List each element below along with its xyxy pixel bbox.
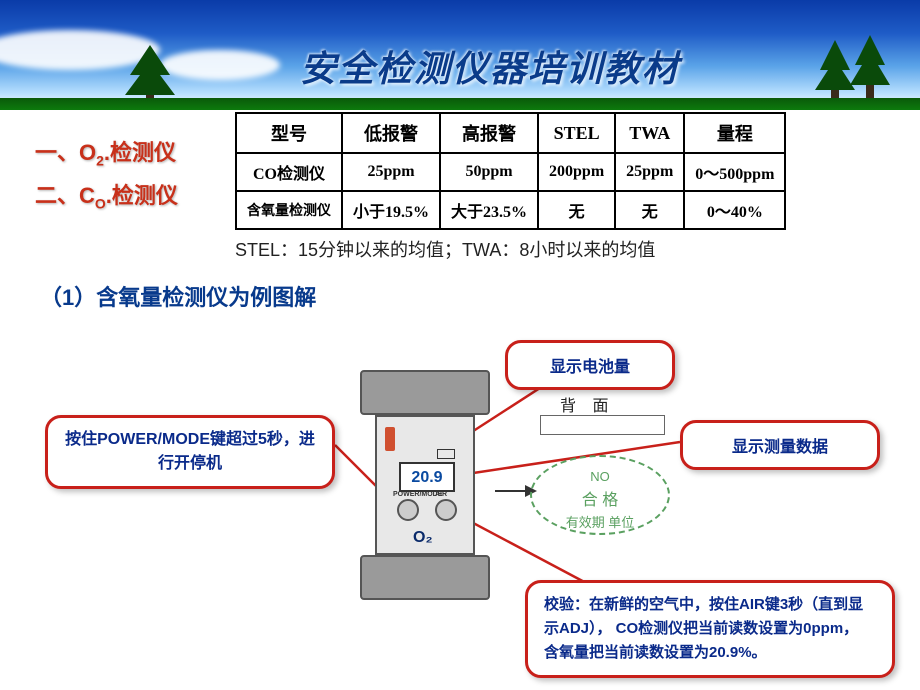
th-high: 高报警 xyxy=(440,113,538,153)
arrow-icon xyxy=(495,490,535,492)
nav-item-o2: 一、O2.检测仪 xyxy=(35,135,178,168)
callout-calibration: 校验：在新鲜的空气中，按住AIR键3秒（直到显示ADJ）， CO检测仪把当前读数… xyxy=(525,580,895,678)
grass-decoration xyxy=(0,98,920,110)
th-range: 量程 xyxy=(684,113,785,153)
nav-sub: 2 xyxy=(96,152,104,168)
table-row: CO检测仪 25ppm 50ppm 200ppm 25ppm 0～500ppm xyxy=(236,153,785,191)
device-illustration: 20.9 POWER/MODE AIR O₂ xyxy=(360,370,490,610)
td: 小于19.5% xyxy=(342,191,440,229)
table-header-row: 型号 低报警 高报警 STEL TWA 量程 xyxy=(236,113,785,153)
device-screen: 20.9 xyxy=(399,462,455,492)
nav-text: 一、O xyxy=(35,140,96,165)
td: 无 xyxy=(538,191,615,229)
table-caption: STEL：15分钟以来的均值；TWA：8小时以来的均值 xyxy=(235,236,786,262)
nav-text: .检测仪 xyxy=(104,140,176,165)
section-subhead: （1）含氧量检测仪为例图解 xyxy=(40,280,316,312)
td: 200ppm xyxy=(538,153,615,191)
td: 含氧量检测仪 xyxy=(236,191,342,229)
spec-table-wrap: 型号 低报警 高报警 STEL TWA 量程 CO检测仪 25ppm 50ppm… xyxy=(235,112,786,262)
td: 无 xyxy=(615,191,684,229)
nav-text: 二、C xyxy=(35,183,95,208)
td: 0～500ppm xyxy=(684,153,785,191)
nav-list: 一、O2.检测仪 二、CO.检测仪 xyxy=(35,135,178,222)
device-diagram: 显示电池量 按住POWER/MODE键超过5秒，进行开停机 显示测量数据 校验：… xyxy=(0,330,920,690)
nav-item-co: 二、CO.检测仪 xyxy=(35,178,178,211)
td: 大于23.5% xyxy=(440,191,538,229)
sticker-line: NO xyxy=(532,467,668,488)
sticker-oval: NO 合 格 有效期 单位 xyxy=(530,455,670,535)
sticker-line: 合 格 xyxy=(532,488,668,514)
nav-text: .检测仪 xyxy=(106,183,178,208)
table-row: 含氧量检测仪 小于19.5% 大于23.5% 无 无 0～40% xyxy=(236,191,785,229)
header-sky: 安全检测仪器培训教材 xyxy=(0,0,920,110)
device-body: 20.9 POWER/MODE AIR O₂ xyxy=(375,415,475,555)
td: 25ppm xyxy=(342,153,440,191)
callout-power: 按住POWER/MODE键超过5秒，进行开停机 xyxy=(45,415,335,489)
air-button xyxy=(435,499,457,521)
spec-table: 型号 低报警 高报警 STEL TWA 量程 CO检测仪 25ppm 50ppm… xyxy=(235,112,786,230)
page-title: 安全检测仪器培训教材 xyxy=(300,40,680,92)
th-low: 低报警 xyxy=(342,113,440,153)
device-bottom xyxy=(360,555,490,600)
o2-label: O₂ xyxy=(413,529,433,547)
device-top xyxy=(360,370,490,415)
td: 50ppm xyxy=(440,153,538,191)
td: CO检测仪 xyxy=(236,153,342,191)
sticker-line: 有效期 单位 xyxy=(532,513,668,534)
btn-label-air: AIR xyxy=(435,491,447,498)
sticker-box xyxy=(540,415,665,435)
device-led xyxy=(385,427,395,451)
callout-data: 显示测量数据 xyxy=(680,420,880,470)
sticker-title: 背 面 xyxy=(560,392,614,416)
th-twa: TWA xyxy=(615,113,684,153)
th-model: 型号 xyxy=(236,113,342,153)
battery-icon xyxy=(437,449,455,459)
callout-battery: 显示电池量 xyxy=(505,340,675,390)
td: 0～40% xyxy=(684,191,785,229)
th-stel: STEL xyxy=(538,113,615,153)
nav-sub: O xyxy=(95,196,106,212)
td: 25ppm xyxy=(615,153,684,191)
power-button xyxy=(397,499,419,521)
